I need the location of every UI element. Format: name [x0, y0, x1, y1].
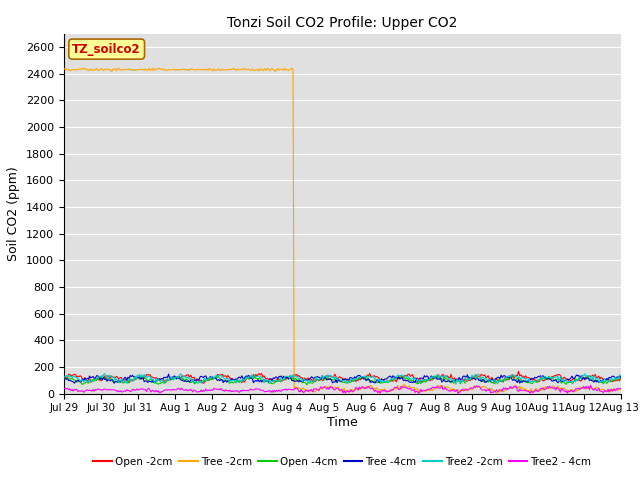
Y-axis label: Soil CO2 (ppm): Soil CO2 (ppm): [8, 166, 20, 261]
X-axis label: Time: Time: [327, 416, 358, 429]
Title: Tonzi Soil CO2 Profile: Upper CO2: Tonzi Soil CO2 Profile: Upper CO2: [227, 16, 458, 30]
Legend: Open -2cm, Tree -2cm, Open -4cm, Tree -4cm, Tree2 -2cm, Tree2 - 4cm: Open -2cm, Tree -2cm, Open -4cm, Tree -4…: [89, 453, 596, 471]
Text: TZ_soilco2: TZ_soilco2: [72, 43, 141, 56]
